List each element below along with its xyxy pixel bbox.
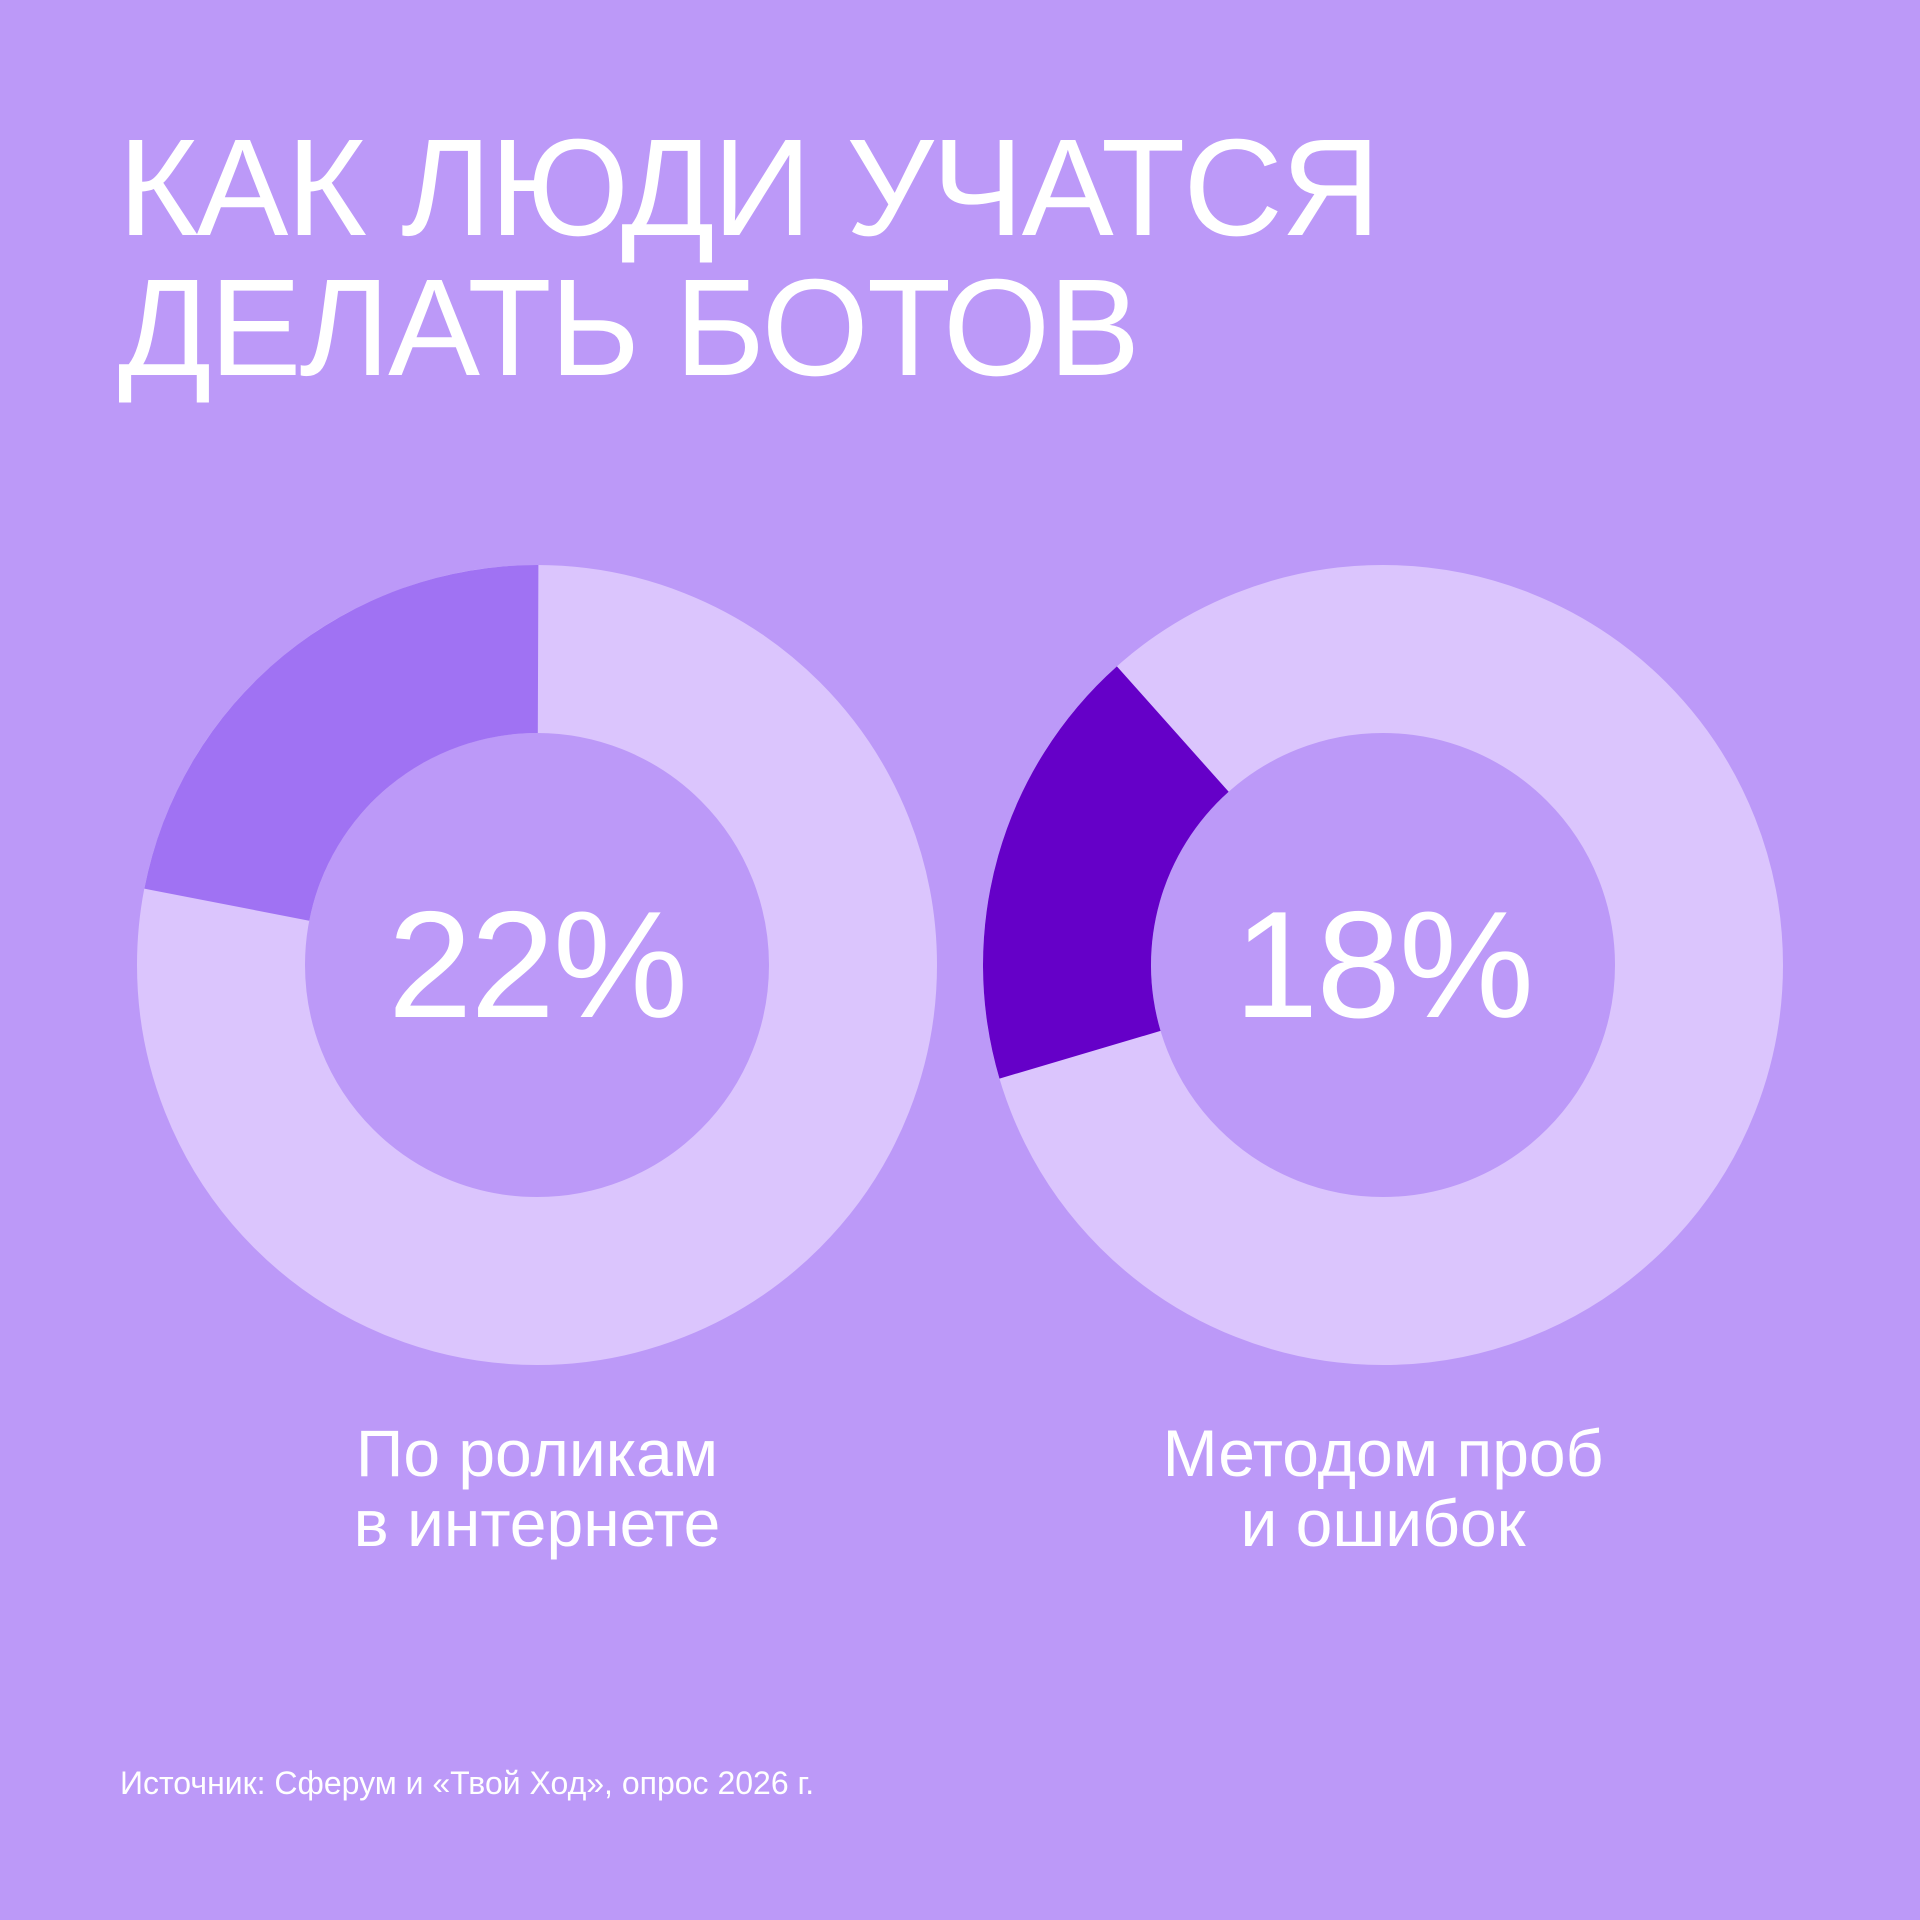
percent-label-trial-error: 18%: [1233, 879, 1534, 1050]
page-title: КАК ЛЮДИ УЧАТСЯ ДЕЛАТЬ БОТОВ: [118, 111, 1381, 405]
donut-chart-videos: 22%: [137, 565, 937, 1365]
donut-chart-trial-error-svg: [983, 565, 1783, 1365]
donut-chart-videos-svg: [137, 565, 937, 1365]
title-line-2: ДЕЛАТЬ БОТОВ: [118, 251, 1140, 405]
caption-videos-line-2: в интернете: [353, 1486, 721, 1560]
donut-segment-videos: [144, 565, 539, 921]
source-note: Источник: Сферум и «Твой Ход», опрос 202…: [120, 1765, 815, 1801]
title-line-1: КАК ЛЮДИ УЧАТСЯ: [118, 111, 1381, 265]
caption-videos-line-1: По роликам: [355, 1416, 719, 1490]
donut-segment-trial-error: [983, 666, 1229, 1079]
donut-chart-trial-error: 18%: [983, 565, 1783, 1365]
caption-trial-error: Методом проб и ошибок: [983, 1418, 1783, 1558]
caption-trial-error-line-1: Методом проб: [1162, 1416, 1604, 1490]
percent-label-videos: 22%: [387, 879, 688, 1050]
caption-videos: По роликам в интернете: [137, 1418, 937, 1558]
caption-trial-error-line-2: и ошибок: [1240, 1486, 1526, 1560]
